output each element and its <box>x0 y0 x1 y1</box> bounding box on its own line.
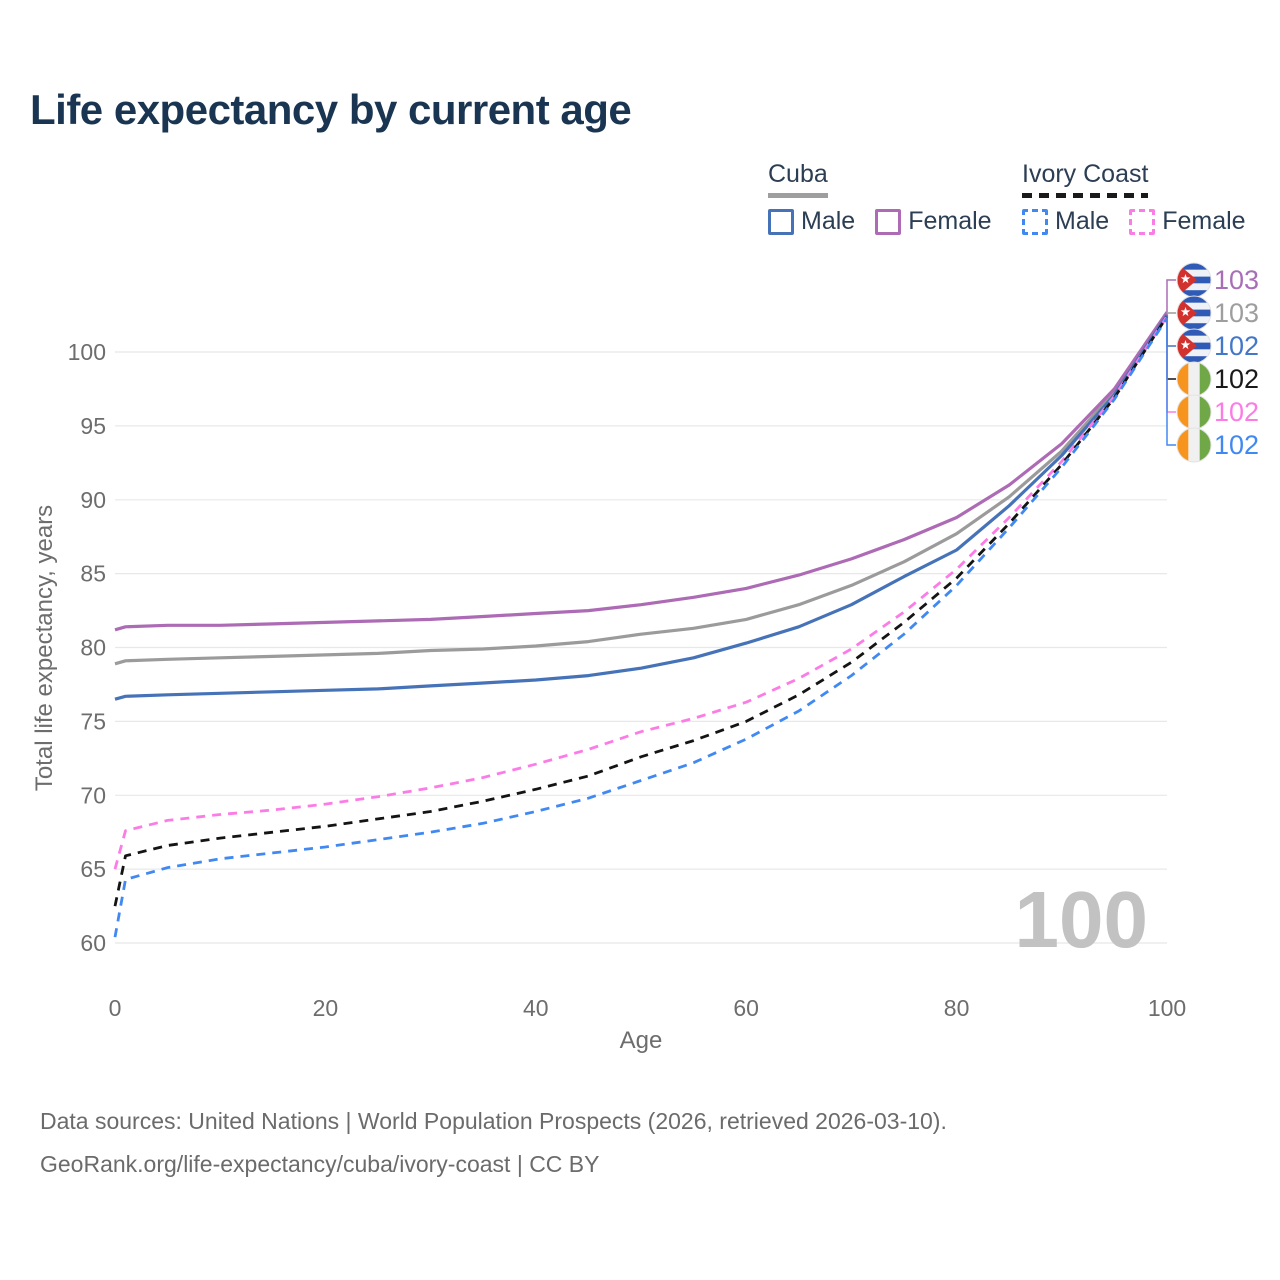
legend-group-cuba: Cuba Male Female <box>768 160 1012 236</box>
x-ticks: 0 20 40 60 80 100 <box>109 995 1187 1021</box>
legend-swatch-cuba-male[interactable] <box>768 208 794 235</box>
series-line-ivory-coast-both-sexes <box>113 315 1169 907</box>
ivory-coast-flag-icon <box>1177 395 1211 429</box>
legend-item-ivory-coast-female-label: Female <box>1162 207 1246 235</box>
legend-swatch-cuba-female[interactable] <box>875 208 902 235</box>
legend-underline-cuba <box>768 193 828 198</box>
leader-line-cuba-female <box>1166 279 1176 313</box>
legend-item-ivory-coast-male-label: Male <box>1055 207 1110 235</box>
y-tick-70: 70 <box>80 782 106 808</box>
x-tick-80: 80 <box>944 995 970 1021</box>
footer-attribution: GeoRank.org/life-expectancy/cuba/ivory-c… <box>40 1151 600 1177</box>
x-tick-0: 0 <box>109 995 122 1021</box>
series-line-cuba-both-sexes <box>114 312 1169 666</box>
y-tick-60: 60 <box>80 930 106 956</box>
age-watermark: 100 <box>1015 875 1148 964</box>
leader-line-ivory-coast-both-sexes <box>1166 316 1176 380</box>
series-line-ivory-coast-male <box>113 317 1169 938</box>
y-tick-65: 65 <box>80 856 106 882</box>
leader-line-ivory-coast-male <box>1166 318 1176 446</box>
leader-line-ivory-coast-female <box>1166 316 1176 413</box>
page-title: Life expectancy by current age <box>30 86 632 133</box>
cuba-flag-icon <box>1177 296 1211 330</box>
legend-item-cuba-female-label: Female <box>908 207 992 235</box>
y-axis-title: Total life expectancy, years <box>31 505 58 791</box>
legend-group-cuba-label: Cuba <box>768 160 828 188</box>
legend-item-cuba-male-label: Male <box>801 207 856 235</box>
legend-item-ivory-coast-female[interactable]: Female <box>1129 207 1246 236</box>
gridlines-and-y-ticks: 60 65 70 75 80 85 90 95 100 <box>68 339 1167 956</box>
end-label-cuba-female: 103 <box>1214 265 1259 295</box>
legend-item-cuba-male[interactable]: Male <box>768 207 855 236</box>
legend-swatch-ivory-coast-female[interactable] <box>1129 208 1156 235</box>
legend-item-ivory-coast-male[interactable]: Male <box>1022 207 1109 236</box>
x-tick-20: 20 <box>313 995 339 1021</box>
y-tick-75: 75 <box>80 708 106 734</box>
legend-item-cuba-female[interactable]: Female <box>875 207 992 236</box>
legend-swatch-ivory-coast-male[interactable] <box>1022 208 1048 235</box>
legend: Cuba Male Female Ivory Coast Male <box>0 160 1280 245</box>
series-line-cuba-female <box>114 311 1169 632</box>
x-tick-60: 60 <box>733 995 759 1021</box>
cuba-flag-icon <box>1177 263 1211 297</box>
end-label-cuba-both-sexes: 103 <box>1214 298 1259 328</box>
cuba-flag-icon <box>1177 329 1211 363</box>
y-tick-85: 85 <box>80 561 106 587</box>
y-tick-100: 100 <box>68 339 106 365</box>
footer: Data sources: United Nations | World Pop… <box>40 1108 947 1194</box>
ivory-coast-flag-icon <box>1177 362 1211 396</box>
y-tick-90: 90 <box>80 487 106 513</box>
ivory-coast-flag-icon <box>1177 428 1211 462</box>
series-line-cuba-male <box>114 314 1169 701</box>
footer-data-sources: Data sources: United Nations | World Pop… <box>40 1108 947 1134</box>
end-label-cuba-male: 102 <box>1214 331 1259 361</box>
leader-line-cuba-male <box>1166 315 1176 347</box>
x-axis-title: Age <box>620 1027 663 1054</box>
legend-underline-ivory-coast <box>1022 193 1148 198</box>
end-label-ivory-coast-both-sexes: 102 <box>1214 364 1259 394</box>
legend-group-ivory-coast: Ivory Coast Male Female <box>1022 160 1266 236</box>
legend-group-ivory-coast-label: Ivory Coast <box>1022 160 1149 188</box>
end-label-ivory-coast-female: 102 <box>1214 397 1259 427</box>
end-label-ivory-coast-male: 102 <box>1214 430 1259 460</box>
y-tick-95: 95 <box>80 413 106 439</box>
x-tick-100: 100 <box>1148 995 1186 1021</box>
x-tick-40: 40 <box>523 995 549 1021</box>
leader-line-cuba-both-sexes <box>1166 312 1176 314</box>
series-line-ivory-coast-female <box>113 315 1169 870</box>
y-tick-80: 80 <box>80 635 106 661</box>
